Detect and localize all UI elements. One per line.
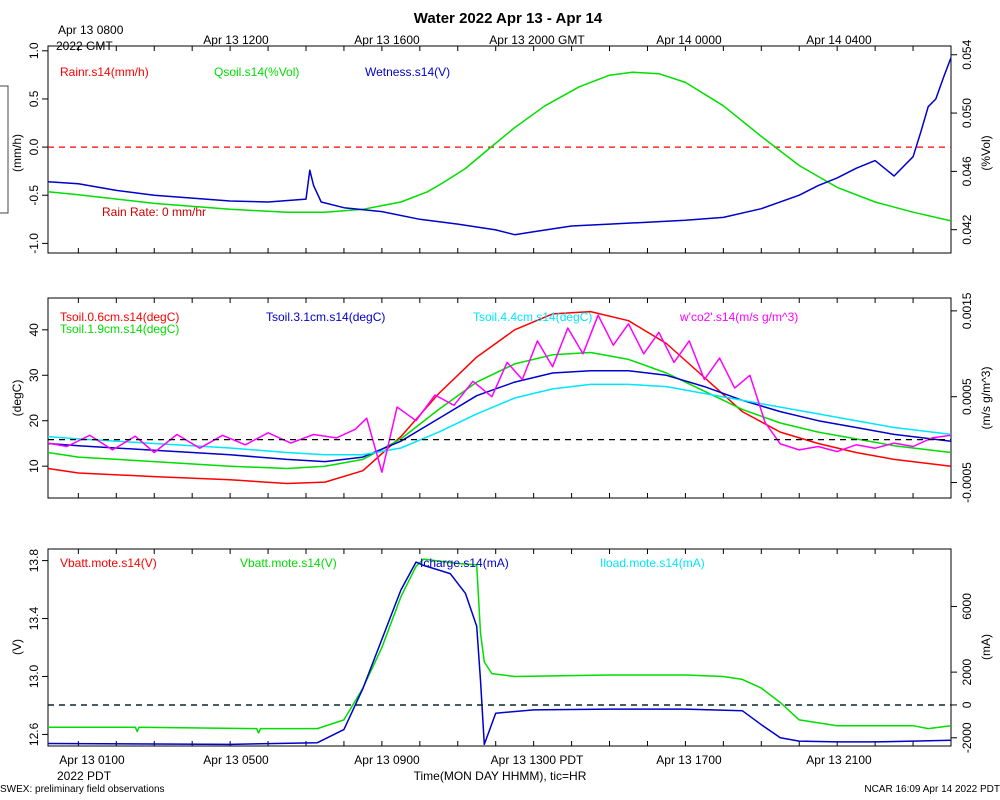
series-line-1 xyxy=(48,558,952,734)
soil-temperature-panel-frame xyxy=(47,297,952,499)
soil-temperature-right-ylabel: (m/s g/m^3) xyxy=(979,367,993,430)
legend-iload: Iload.mote.s14(mA) xyxy=(600,556,705,570)
soil-temperature-panel: 40 30 20 10 0.0015 0.0005 -0.0005 Tsoil.0.6cm.… xyxy=(10,292,993,503)
y-tick-label-left: 20 xyxy=(27,414,41,428)
soil-temperature-panel-ticks: 40 30 20 10 0.0015 0.0005 -0.0005 xyxy=(27,292,974,503)
top-axis-label: Apr 13 2000 GMT xyxy=(489,33,585,47)
top-axis-label: Apr 14 0400 xyxy=(806,33,872,47)
series-line-3 xyxy=(47,383,952,456)
soil-temperature-panel-series xyxy=(47,310,952,485)
water-panel-left-ylabel: (mm/h) xyxy=(10,134,24,172)
chart-title: Water 2022 Apr 13 - Apr 14 xyxy=(414,10,603,27)
top-axis-label: Apr 13 1600 xyxy=(354,33,420,47)
y-tick-label-left: -1.0 xyxy=(27,233,41,254)
power-right-ylabel: (mA) xyxy=(979,634,993,660)
x-axis-title: Time(MON DAY HHMM), tic=HR xyxy=(414,769,587,783)
bottom-axis-year-label: 2022 PDT xyxy=(57,769,112,783)
bottom-axis-label: Apr 13 2100 xyxy=(806,753,872,767)
footer-right: NCAR 16:09 Apr 14 2022 PDT xyxy=(864,784,1000,795)
legend-tsoil-0-6cm: Tsoil.0.6cm.s14(degC) xyxy=(60,310,179,324)
legend-wetness: Wetness.s14(V) xyxy=(365,65,450,79)
top-axis-label: Apr 13 1200 xyxy=(203,33,269,47)
y-tick-label-right: -2000 xyxy=(960,722,974,753)
rain-rate-annotation: Rain Rate: 0 mm/hr xyxy=(102,205,206,219)
y-tick-label-left: 40 xyxy=(27,323,41,337)
y-tick-label-right: 0.054 xyxy=(960,39,974,69)
y-tick-label-left: 12.6 xyxy=(27,722,41,746)
bottom-axis-label: Apr 13 1700 xyxy=(656,753,722,767)
series-line-0 xyxy=(47,310,952,485)
y-tick-label-right: 0 xyxy=(960,701,974,708)
y-tick-label-left: -0.5 xyxy=(27,185,41,206)
bottom-axis-label: Apr 13 0500 xyxy=(203,753,269,767)
water-panel-frame xyxy=(47,45,952,254)
y-tick-label-right: 0.0015 xyxy=(960,292,974,329)
y-tick-label-right: 0.050 xyxy=(960,98,974,128)
footer-left: SWEX: preliminary field observations xyxy=(0,784,165,795)
y-tick-label-right: 0.0005 xyxy=(960,378,974,415)
top-axis-first-label-line1: Apr 13 0800 xyxy=(58,23,124,37)
left-edge-frame xyxy=(0,85,9,214)
power-left-ylabel: (V) xyxy=(10,639,24,655)
legend-tsoil-4-4cm: Tsoil.4.4cm.s14(degC) xyxy=(473,310,592,324)
y-tick-label-right: 0.046 xyxy=(960,156,974,186)
series-line-2 xyxy=(47,57,952,236)
legend-tsoil-1-9cm: Tsoil.1.9cm.s14(degC) xyxy=(60,322,179,336)
power-panel-frame xyxy=(47,548,952,747)
legend-vbatt-green: Vbatt.mote.s14(V) xyxy=(240,556,337,570)
y-tick-label-left: 13.0 xyxy=(27,664,41,688)
bottom-axis-label: Apr 13 1300 PDT xyxy=(491,753,584,767)
series-line-1 xyxy=(47,71,952,222)
legend-rainr: Rainr.s14(mm/h) xyxy=(60,65,149,79)
bottom-axis-label: Apr 13 0900 xyxy=(354,753,420,767)
legend-icharge: Icharge.s14(mA) xyxy=(420,556,509,570)
y-tick-label-left: 30 xyxy=(27,368,41,382)
y-tick-label-left: 10 xyxy=(27,459,41,473)
y-tick-label-left: 1.0 xyxy=(27,42,41,59)
legend-qsoil: Qsoil.s14(%Vol) xyxy=(214,65,299,79)
series-line-2 xyxy=(47,369,952,463)
series-line-1 xyxy=(47,351,952,470)
power-panel-series xyxy=(47,558,952,746)
y-tick-label-left: 0.5 xyxy=(27,90,41,107)
bottom-axis-label: Apr 13 0100 xyxy=(59,753,125,767)
legend-vbatt-red: Vbatt.mote.s14(V) xyxy=(60,556,157,570)
water-panel-series xyxy=(47,57,952,236)
y-tick-label-right: -0.0005 xyxy=(960,462,974,503)
water-panel: 1.0 0.5 0.0 -0.5 -1.0 0.054 0.050 0.046 0.042 Ra… xyxy=(10,39,993,253)
y-tick-label-right: 6000 xyxy=(960,593,974,620)
water-panel-ticks: 1.0 0.5 0.0 -0.5 -1.0 0.054 0.050 0.046 0.042 xyxy=(27,39,974,253)
y-tick-label-left: 0.0 xyxy=(27,138,41,155)
legend-wco2: w'co2'.s14(m/s g/m^3) xyxy=(679,310,798,324)
power-panel: 13.8 13.4 13.0 12.6 6000 2000 0 -2000 Vbatt.mot… xyxy=(10,548,993,754)
y-tick-label-left: 13.4 xyxy=(27,607,41,631)
legend-tsoil-3-1cm: Tsoil.3.1cm.s14(degC) xyxy=(266,310,385,324)
y-tick-label-right: 0.042 xyxy=(960,214,974,244)
water-panel-right-ylabel: (%Vol) xyxy=(979,135,993,170)
y-tick-label-right: 2000 xyxy=(960,658,974,685)
soil-temperature-left-ylabel: (degC) xyxy=(10,380,24,417)
y-tick-label-left: 13.8 xyxy=(27,549,41,573)
series-line-2 xyxy=(47,561,952,746)
power-panel-ticks: 13.8 13.4 13.0 12.6 6000 2000 0 -2000 xyxy=(27,549,974,754)
series-line-4 xyxy=(47,314,952,473)
top-axis-label: Apr 14 0000 xyxy=(656,33,722,47)
